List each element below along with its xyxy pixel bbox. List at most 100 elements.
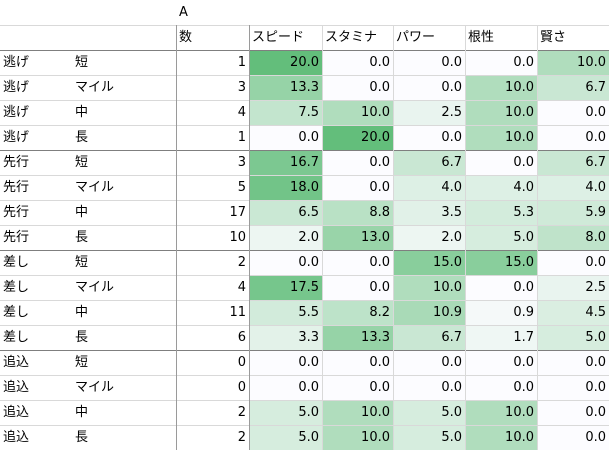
count-cell[interactable]: 1 xyxy=(237,130,246,145)
row-style-label[interactable]: 先行 xyxy=(3,180,30,195)
stat-cell[interactable]: 10.0 xyxy=(465,425,537,450)
column-header[interactable]: パワー xyxy=(396,30,436,45)
row-style-label[interactable]: 追込 xyxy=(3,380,30,395)
stat-cell[interactable]: 10.0 xyxy=(465,75,537,100)
stat-cell[interactable]: 0.0 xyxy=(322,250,393,275)
stat-cell[interactable]: 5.3 xyxy=(465,200,537,225)
count-cell[interactable]: 4 xyxy=(237,105,246,120)
stat-cell[interactable]: 0.0 xyxy=(393,375,465,400)
row-style-label[interactable]: 先行 xyxy=(3,205,30,220)
stat-cell[interactable]: 20.0 xyxy=(322,125,393,150)
stat-cell[interactable]: 2.5 xyxy=(537,275,609,300)
count-cell[interactable]: 11 xyxy=(229,305,246,320)
stat-cell[interactable]: 6.5 xyxy=(249,200,322,225)
stat-cell[interactable]: 18.0 xyxy=(249,175,322,200)
stat-cell[interactable]: 0.0 xyxy=(322,275,393,300)
count-cell[interactable]: 1 xyxy=(237,55,246,70)
stat-cell[interactable]: 5.0 xyxy=(393,400,465,425)
count-cell[interactable]: 3 xyxy=(237,80,246,95)
count-cell[interactable]: 2 xyxy=(237,430,246,445)
row-distance-label[interactable]: 中 xyxy=(75,405,89,420)
column-header[interactable]: スタミナ xyxy=(325,30,378,45)
stat-cell[interactable]: 0.0 xyxy=(249,125,322,150)
stat-cell[interactable]: 10.0 xyxy=(537,50,609,75)
stat-cell[interactable]: 10.0 xyxy=(465,100,537,125)
row-style-label[interactable]: 逃げ xyxy=(3,130,30,145)
row-distance-label[interactable]: 短 xyxy=(75,155,89,170)
count-cell[interactable]: 6 xyxy=(237,330,246,345)
stat-cell[interactable]: 0.0 xyxy=(393,350,465,375)
count-cell[interactable]: 10 xyxy=(229,230,246,245)
stat-cell[interactable]: 3.3 xyxy=(249,325,322,350)
column-letter[interactable]: A xyxy=(179,5,188,20)
row-distance-label[interactable]: 短 xyxy=(75,55,89,70)
row-distance-label[interactable]: 長 xyxy=(75,130,89,145)
stat-cell[interactable]: 2.0 xyxy=(249,225,322,250)
row-distance-label[interactable]: マイル xyxy=(75,380,115,395)
row-style-label[interactable]: 追込 xyxy=(3,355,30,370)
column-header[interactable]: 数 xyxy=(179,30,193,45)
stat-cell[interactable]: 3.5 xyxy=(393,200,465,225)
stat-cell[interactable]: 10.0 xyxy=(322,400,393,425)
stat-cell[interactable]: 5.0 xyxy=(465,225,537,250)
count-cell[interactable]: 4 xyxy=(237,280,246,295)
stat-cell[interactable]: 13.3 xyxy=(322,325,393,350)
stat-cell[interactable]: 0.0 xyxy=(537,375,609,400)
stat-cell[interactable]: 6.7 xyxy=(393,150,465,175)
stat-cell[interactable]: 0.0 xyxy=(249,250,322,275)
row-style-label[interactable]: 先行 xyxy=(3,155,30,170)
row-distance-label[interactable]: マイル xyxy=(75,180,115,195)
stat-cell[interactable]: 2.0 xyxy=(393,225,465,250)
stat-cell[interactable]: 0.0 xyxy=(393,75,465,100)
count-cell[interactable]: 17 xyxy=(229,205,246,220)
stat-cell[interactable]: 4.0 xyxy=(393,175,465,200)
row-distance-label[interactable]: 短 xyxy=(75,355,89,370)
stat-cell[interactable]: 8.8 xyxy=(322,200,393,225)
stat-cell[interactable]: 0.0 xyxy=(322,50,393,75)
row-distance-label[interactable]: 長 xyxy=(75,430,89,445)
stat-cell[interactable]: 0.0 xyxy=(537,250,609,275)
count-cell[interactable]: 0 xyxy=(237,380,246,395)
stat-cell[interactable]: 0.0 xyxy=(465,50,537,75)
stat-cell[interactable]: 0.0 xyxy=(537,350,609,375)
column-header[interactable]: スピード xyxy=(252,30,305,45)
stat-cell[interactable]: 5.9 xyxy=(537,200,609,225)
row-distance-label[interactable]: 中 xyxy=(75,205,89,220)
stat-cell[interactable]: 10.0 xyxy=(322,100,393,125)
stat-cell[interactable]: 10.9 xyxy=(393,300,465,325)
stat-cell[interactable]: 0.0 xyxy=(393,50,465,75)
stat-cell[interactable]: 0.0 xyxy=(537,425,609,450)
stat-cell[interactable]: 13.3 xyxy=(249,75,322,100)
stat-cell[interactable]: 4.5 xyxy=(537,300,609,325)
count-cell[interactable]: 2 xyxy=(237,255,246,270)
row-style-label[interactable]: 逃げ xyxy=(3,55,30,70)
stat-cell[interactable]: 6.7 xyxy=(537,150,609,175)
stat-cell[interactable]: 20.0 xyxy=(249,50,322,75)
count-cell[interactable]: 2 xyxy=(237,405,246,420)
row-distance-label[interactable]: 長 xyxy=(75,330,89,345)
stat-cell[interactable]: 0.0 xyxy=(249,350,322,375)
row-style-label[interactable]: 差し xyxy=(3,255,30,270)
stat-cell[interactable]: 10.0 xyxy=(322,425,393,450)
stat-cell[interactable]: 16.7 xyxy=(249,150,322,175)
stat-cell[interactable]: 7.5 xyxy=(249,100,322,125)
stat-cell[interactable]: 17.5 xyxy=(249,275,322,300)
row-style-label[interactable]: 追込 xyxy=(3,405,30,420)
stat-cell[interactable]: 0.0 xyxy=(249,375,322,400)
stat-cell[interactable]: 10.0 xyxy=(465,125,537,150)
stat-cell[interactable]: 1.7 xyxy=(465,325,537,350)
stat-cell[interactable]: 10.0 xyxy=(465,400,537,425)
stat-cell[interactable]: 0.0 xyxy=(465,150,537,175)
stat-cell[interactable]: 0.0 xyxy=(537,100,609,125)
row-distance-label[interactable]: マイル xyxy=(75,80,115,95)
stat-cell[interactable]: 0.9 xyxy=(465,300,537,325)
stat-cell[interactable]: 0.0 xyxy=(322,75,393,100)
stat-cell[interactable]: 13.0 xyxy=(322,225,393,250)
stat-cell[interactable]: 0.0 xyxy=(537,125,609,150)
stat-cell[interactable]: 4.0 xyxy=(465,175,537,200)
stat-cell[interactable]: 8.0 xyxy=(537,225,609,250)
row-distance-label[interactable]: 中 xyxy=(75,105,89,120)
row-distance-label[interactable]: 中 xyxy=(75,305,89,320)
column-header[interactable]: 根性 xyxy=(468,30,495,45)
stat-cell[interactable]: 4.0 xyxy=(537,175,609,200)
